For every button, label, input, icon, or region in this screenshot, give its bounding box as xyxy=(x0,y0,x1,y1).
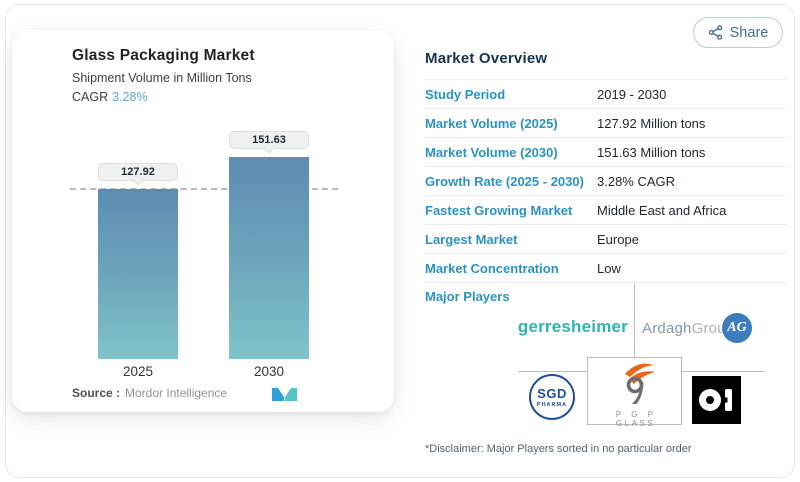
chart-title: Glass Packaging Market xyxy=(72,47,255,64)
share-button[interactable]: Share xyxy=(693,17,783,48)
x-axis-label-2025: 2025 xyxy=(122,364,154,379)
row-value: 2019 - 2030 xyxy=(597,86,667,102)
row-value: Low xyxy=(597,260,621,276)
reference-dashed-line xyxy=(70,188,338,190)
bar-value-label-2025: 127.92 xyxy=(98,163,178,181)
sgd-pharma-logo: SGD PHARMA xyxy=(529,374,575,420)
table-row: Study Period 2019 - 2030 xyxy=(425,80,787,109)
table-row: Fastest Growing Market Middle East and A… xyxy=(425,196,787,225)
row-value: Middle East and Africa xyxy=(597,202,727,218)
row-value: 151.63 Million tons xyxy=(597,144,706,160)
pgp-glass-logo: P G P GLASS xyxy=(587,357,682,428)
disclaimer-text: *Disclaimer: Major Players sorted in no … xyxy=(425,443,692,455)
table-row: Market Volume (2030) 151.63 Million tons xyxy=(425,138,787,167)
market-overview-table: Study Period 2019 - 2030 Market Volume (… xyxy=(425,79,787,283)
bar-2025 xyxy=(98,189,178,359)
bar-2030 xyxy=(229,157,309,359)
row-label: Market Volume (2030) xyxy=(425,144,558,160)
glass-text: GLASS xyxy=(615,419,656,428)
market-overview-title: Market Overview xyxy=(425,50,548,67)
pgp-text: P G P xyxy=(615,410,658,419)
x-axis-label-2030: 2030 xyxy=(253,364,285,379)
share-button-label: Share xyxy=(729,24,769,41)
source-value: Mordor Intelligence xyxy=(125,386,228,400)
players-connector-vertical xyxy=(634,283,635,357)
share-nodes-icon xyxy=(708,25,723,40)
sgd-text: SGD xyxy=(537,385,567,401)
row-label: Market Concentration xyxy=(425,260,559,276)
table-row: Market Concentration Low xyxy=(425,254,787,283)
row-value: 3.28% CAGR xyxy=(597,173,676,189)
chart-subtitle: Shipment Volume in Million Tons xyxy=(72,71,252,85)
table-row: Market Volume (2025) 127.92 Million tons xyxy=(425,109,787,138)
major-players-label: Major Players xyxy=(425,289,510,304)
row-label: Market Volume (2025) xyxy=(425,115,558,131)
row-value: Europe xyxy=(597,231,639,247)
players-connector-left xyxy=(518,371,587,372)
ardagh-ag-monogram-icon: AG xyxy=(722,313,752,343)
source-line: Source : Mordor Intelligence xyxy=(72,386,227,400)
pharma-text: PHARMA xyxy=(536,401,568,408)
table-row: Largest Market Europe xyxy=(425,225,787,254)
row-label: Largest Market xyxy=(425,231,518,247)
table-row: Growth Rate (2025 - 2030) 3.28% CAGR xyxy=(425,167,787,196)
chart-cagr-line: CAGR 3.28% xyxy=(72,90,148,104)
cagr-label: CAGR xyxy=(72,90,109,104)
ardagh-word: Ardagh xyxy=(642,320,692,337)
row-label: Study Period xyxy=(425,86,506,102)
cagr-value: 3.28% xyxy=(112,90,148,104)
mordor-intelligence-m-icon xyxy=(271,387,298,407)
row-label: Growth Rate (2025 - 2030) xyxy=(425,173,584,189)
players-connector-right xyxy=(682,371,765,372)
row-label: Fastest Growing Market xyxy=(425,202,573,218)
o-i-logo xyxy=(692,376,741,424)
bar-value-label-2030: 151.63 xyxy=(229,131,309,149)
row-value: 127.92 Million tons xyxy=(597,115,706,131)
source-label: Source : xyxy=(72,386,121,400)
pgp-flame-icon xyxy=(613,359,657,410)
chart-card: Glass Packaging Market Shipment Volume i… xyxy=(12,30,394,412)
gerresheimer-logo: gerresheimer xyxy=(517,317,628,336)
ardagh-group-logo: ArdaghGroup xyxy=(642,320,734,337)
